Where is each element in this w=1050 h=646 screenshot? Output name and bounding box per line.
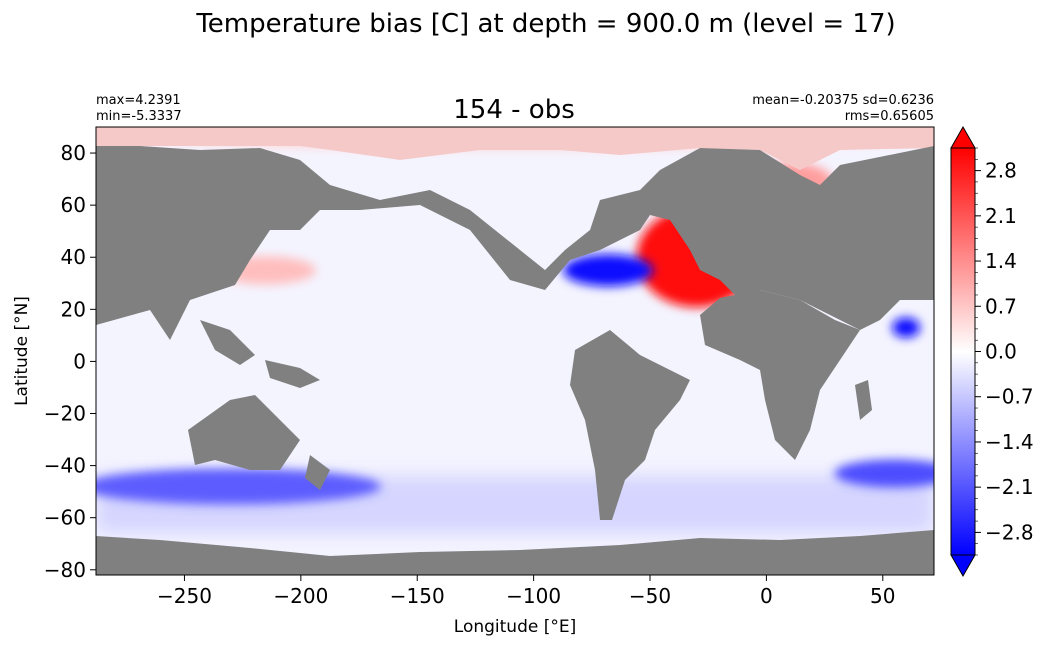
- colorbar-bar: [950, 147, 976, 556]
- colorbar-tick-label: 0.7: [985, 294, 1017, 318]
- y-tick-label: −60: [44, 506, 86, 530]
- stat-rms: rms=0.65605: [845, 109, 934, 124]
- y-tick-label: −20: [44, 402, 86, 426]
- x-tick-label: −250: [157, 584, 212, 608]
- colorbar: 2.8 2.1 1.4 0.7 0.0 −0.7 −1.4 −2.1 −2.8: [950, 125, 1034, 578]
- colorbar-tick-label: 2.8: [985, 159, 1017, 183]
- x-tick-label: −150: [390, 584, 445, 608]
- colorbar-ticks: 2.8 2.1 1.4 0.7 0.0 −0.7 −1.4 −2.1 −2.8: [975, 147, 1034, 556]
- bias-region-gulf-stream: [563, 254, 654, 287]
- axes-title: 154 - obs: [453, 95, 575, 125]
- x-tick-label: −100: [506, 584, 561, 608]
- stat-max: max=4.2391: [96, 93, 181, 108]
- map-area: [96, 127, 934, 575]
- bias-region-southern-ocean-pacific: [96, 468, 381, 505]
- y-tick-label: 0: [73, 349, 86, 373]
- colorbar-tick-label: 1.4: [985, 249, 1017, 273]
- y-tick-label: −80: [44, 558, 86, 582]
- y-tick-label: −40: [44, 454, 86, 478]
- y-tick-label: 20: [61, 297, 86, 321]
- bias-region-arabian-sea: [892, 317, 921, 338]
- stat-mean-sd: mean=-0.20375 sd=0.6236: [752, 93, 934, 108]
- stat-min: min=-5.3337: [96, 109, 182, 124]
- bias-region-southern-ocean-indian: [834, 459, 934, 488]
- x-tick-label: 50: [870, 584, 895, 608]
- axes-frame: [95, 126, 935, 576]
- x-tick-label: −200: [273, 584, 328, 608]
- y-tick-label: 80: [61, 141, 86, 165]
- colorbar-tick-label: −0.7: [985, 385, 1034, 409]
- colorbar-tick-label: 0.0: [985, 340, 1017, 364]
- colorbar-tick-label: −2.1: [985, 475, 1034, 499]
- y-axis-ticks: 80 60 40 20 0 −20 −40 −60 −80: [44, 141, 96, 582]
- x-axis-label: Longitude [°E]: [454, 617, 576, 637]
- colorbar-tick-label: −2.8: [985, 520, 1034, 544]
- colorbar-extend-min: [950, 554, 976, 578]
- x-tick-label: −50: [629, 584, 671, 608]
- colorbar-tick-label: −1.4: [985, 430, 1034, 454]
- y-axis-label: Latitude [°N]: [12, 296, 32, 406]
- colorbar-tick-label: 2.1: [985, 204, 1017, 228]
- y-tick-label: 40: [61, 245, 86, 269]
- y-tick-label: 60: [61, 193, 86, 217]
- x-axis-ticks: −250 −200 −150 −100 −50 0 50: [157, 575, 896, 608]
- x-tick-label: 0: [760, 584, 773, 608]
- colorbar-extend-max: [950, 125, 976, 149]
- figure-suptitle: Temperature bias [C] at depth = 900.0 m …: [195, 9, 895, 39]
- land-mask: [96, 127, 934, 575]
